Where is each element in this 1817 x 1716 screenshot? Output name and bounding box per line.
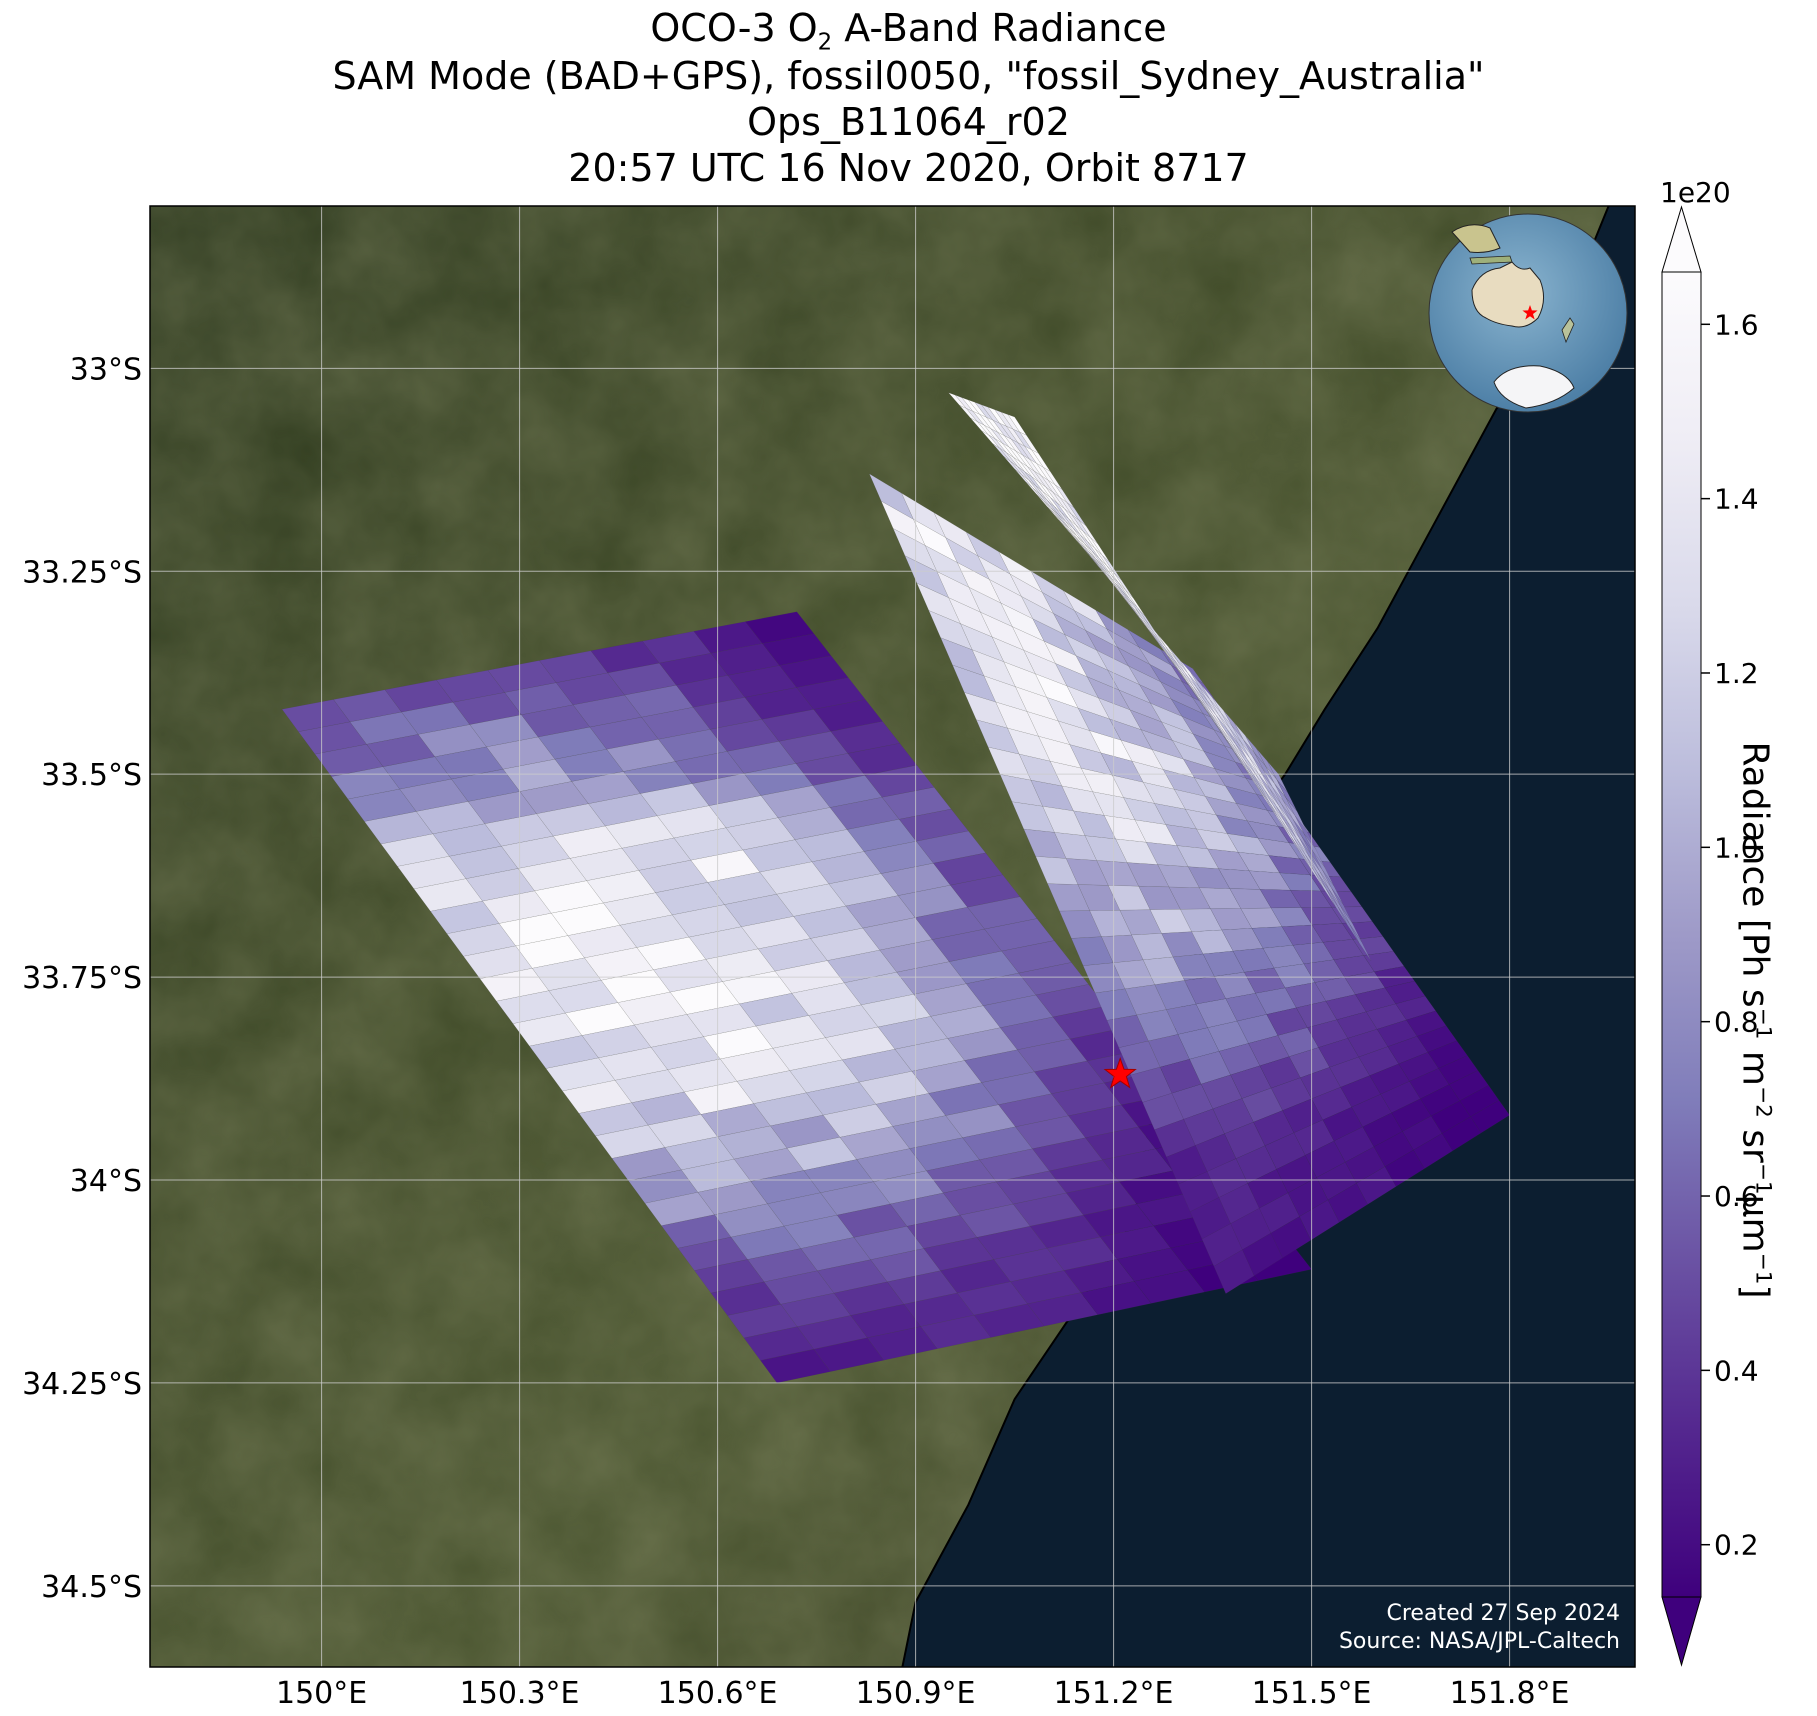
radiance-cell — [1349, 924, 1372, 961]
title-text-suffix: A-Band Radiance — [832, 6, 1167, 50]
lat-tick-label: 34°S — [70, 1164, 142, 1199]
target-star-icon — [1103, 1057, 1137, 1089]
colorbar-ramp — [1661, 271, 1702, 1598]
colorbar-scale-label: 1e20 — [1660, 176, 1731, 209]
lon-tick-label: 150.3°E — [460, 1676, 580, 1711]
colorbar-tick-label: 0.6 — [1714, 1180, 1759, 1213]
lat-tick-label: 33.25°S — [22, 555, 142, 590]
longitude-axis: 150°E 150.3°E 150.6°E 150.9°E 151.2°E 151.5°E… — [276, 1676, 1570, 1711]
colorbar-tick-label: 0.4 — [1714, 1354, 1759, 1387]
lon-tick-label: 151.5°E — [1252, 1676, 1372, 1711]
title-text: OCO-3 O — [650, 6, 818, 50]
colorbar-label: Radiance [Ph s−1 m−2 sr−1μm−1] — [1734, 741, 1776, 1299]
lon-tick-label: 150.6°E — [658, 1676, 778, 1711]
colorbar-extend-bottom — [1661, 1596, 1702, 1667]
map-subtitle-mode: SAM Mode (BAD+GPS), fossil0050, "fossil_… — [332, 54, 1485, 98]
graticule — [150, 206, 1635, 1667]
colorbar-tick-label: 0.8 — [1714, 1006, 1759, 1039]
colorbar: 0.2 0.4 0.6 0.8 1.0 1.2 1.4 1.6 1e20 — [1660, 176, 1759, 1667]
lon-tick-label: 151.8°E — [1450, 1676, 1570, 1711]
lon-tick-label: 150.9°E — [856, 1676, 976, 1711]
lat-tick-label: 34.5°S — [41, 1570, 142, 1605]
map-subtitle-time: 20:57 UTC 16 Nov 2020, Orbit 8717 — [568, 146, 1249, 190]
lat-tick-label: 33.75°S — [22, 961, 142, 996]
colorbar-tick-label: 1.2 — [1714, 657, 1759, 690]
colorbar-extend-top — [1661, 205, 1702, 273]
credit-created: Created 27 Sep 2024 — [1387, 1601, 1621, 1626]
swath-3 — [947, 392, 1372, 961]
latitude-axis: 33°S 33.25°S 33.5°S 33.75°S 34°S 34.25°S 34.5°… — [22, 352, 142, 1605]
colorbar-tick-label: 1.4 — [1714, 483, 1759, 516]
swath-2 — [868, 473, 1510, 1294]
inset-globe — [1428, 213, 1628, 413]
globe-target-star-icon — [1522, 305, 1538, 320]
lat-tick-label: 33°S — [70, 352, 142, 387]
title-subscript: 2 — [817, 29, 833, 56]
map-frame — [149, 205, 1636, 1668]
lat-tick-label: 34.25°S — [22, 1367, 142, 1402]
globe-asia — [1451, 224, 1501, 253]
colorbar-tick-label: 1.6 — [1714, 308, 1759, 341]
colorbar-tick-label: 1.0 — [1714, 831, 1759, 864]
credit-source: Source: NASA/JPL-Caltech — [1339, 1629, 1620, 1654]
colorbar-tick-label: 0.2 — [1714, 1529, 1759, 1562]
globe-indonesia — [1469, 255, 1513, 265]
map-title: OCO-3 O2 A-Band Radiance — [0, 6, 1817, 65]
lon-tick-label: 151.2°E — [1054, 1676, 1174, 1711]
radiance-swaths — [281, 392, 1510, 1384]
lon-tick-label: 150°E — [276, 1676, 367, 1711]
globe-new-zealand — [1561, 317, 1575, 344]
globe-antarctica — [1493, 365, 1575, 409]
map-subtitle-build: Ops_B11064_r02 — [747, 100, 1070, 144]
lat-tick-label: 33.5°S — [41, 758, 142, 793]
